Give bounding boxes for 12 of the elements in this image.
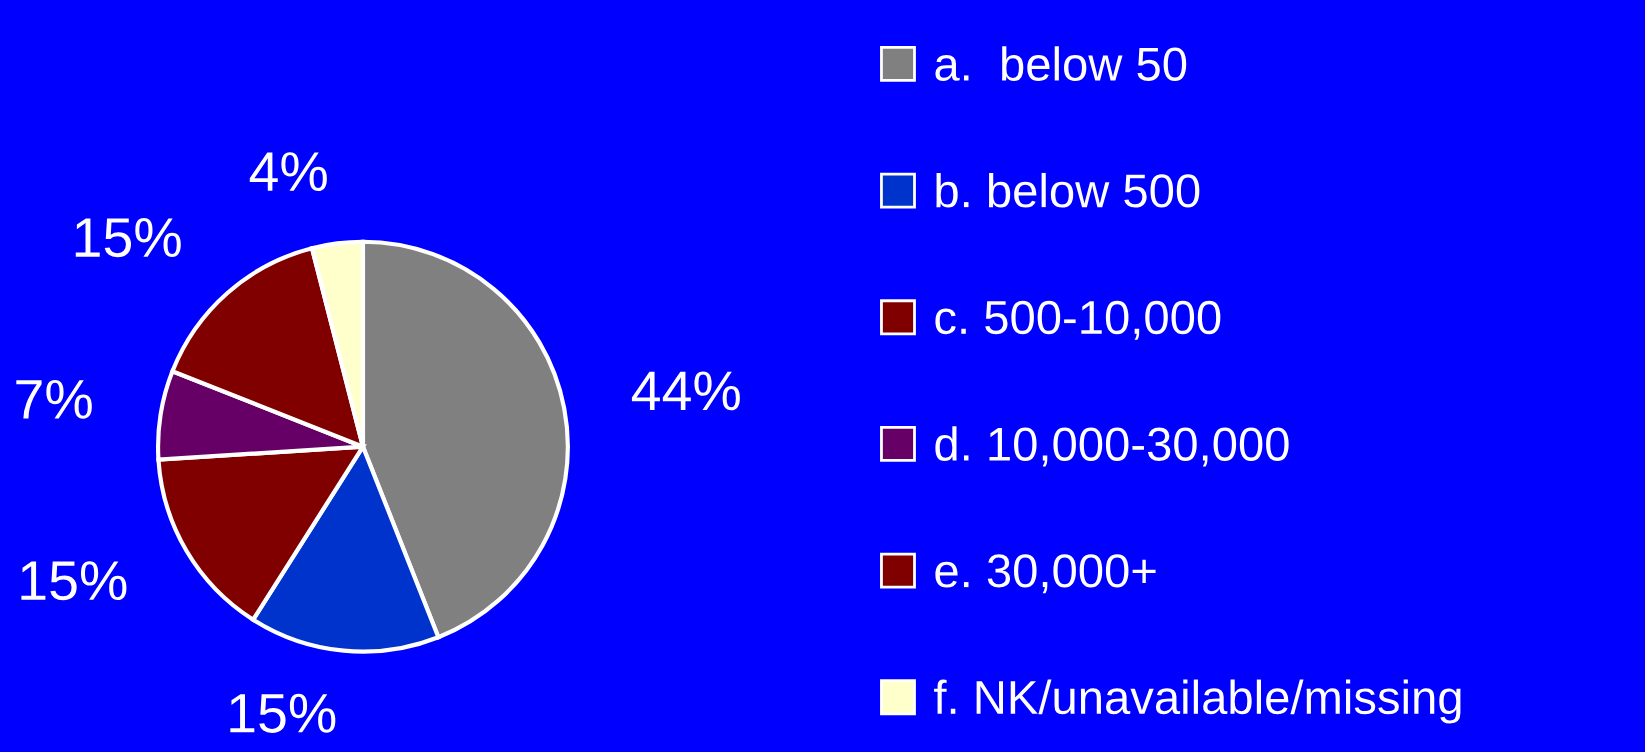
legend-label: d. 10,000-30,000	[935, 426, 1289, 467]
data-label: 15%	[21, 561, 127, 601]
legend-label: f. NK/unavailable/missing	[934, 679, 1461, 724]
data-label: 4%	[249, 152, 327, 192]
legend-label: e. 30,000+	[935, 554, 1156, 594]
data-label: 7%	[16, 379, 92, 419]
data-label: 44%	[631, 371, 740, 411]
legend-label: b. below 500	[936, 172, 1200, 208]
data-label: 15%	[230, 693, 336, 733]
legend-label: c. 500-10,000	[935, 300, 1221, 340]
legend-label: a. below 50	[935, 46, 1187, 81]
data-label: 15%	[75, 218, 181, 258]
